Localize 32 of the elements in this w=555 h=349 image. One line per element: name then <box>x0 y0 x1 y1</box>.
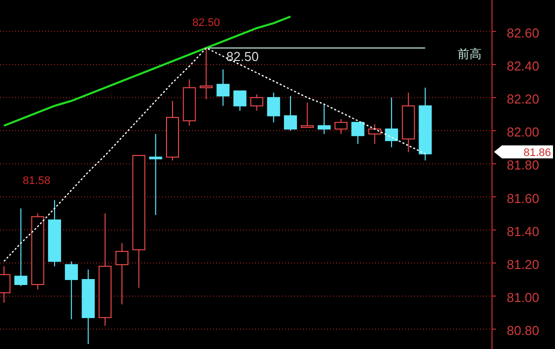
y-tick-label: 82.20 <box>506 92 540 107</box>
candlestick <box>182 78 196 126</box>
y-tick-label: 82.60 <box>506 25 540 40</box>
y-tick-label: 82.40 <box>506 58 540 74</box>
candlestick <box>385 97 398 148</box>
candlestick <box>318 104 331 134</box>
annotation: 82.50 <box>226 48 259 64</box>
y-tick-label: 81.20 <box>506 256 540 272</box>
text: 81.86 <box>523 146 551 159</box>
y-tick-label: 81.00 <box>506 290 540 306</box>
candlestick <box>115 242 128 305</box>
line-series <box>3 47 426 262</box>
y-tick-label: 80.80 <box>506 323 540 338</box>
candlestick <box>402 92 415 153</box>
annotation: 82.50 <box>192 16 220 29</box>
line-series <box>3 16 292 127</box>
candlestick <box>334 118 348 134</box>
candlestick <box>98 212 112 326</box>
candlestick <box>82 269 95 345</box>
candlestick <box>200 47 213 100</box>
candlestick <box>149 133 162 216</box>
candlestick <box>418 87 432 161</box>
candlestick <box>48 200 62 267</box>
y-tick-label: 82.00 <box>506 124 540 140</box>
annotation: 81.58 <box>22 175 50 188</box>
candlestick <box>216 68 230 106</box>
y-tick-label: 81.60 <box>506 190 540 206</box>
candlestick <box>166 100 179 161</box>
y-tick-label: 81.80 <box>506 158 540 173</box>
ref-line-label: 前高 <box>457 46 482 61</box>
candlestick <box>267 92 280 123</box>
y-tick-label: 81.40 <box>506 224 540 239</box>
